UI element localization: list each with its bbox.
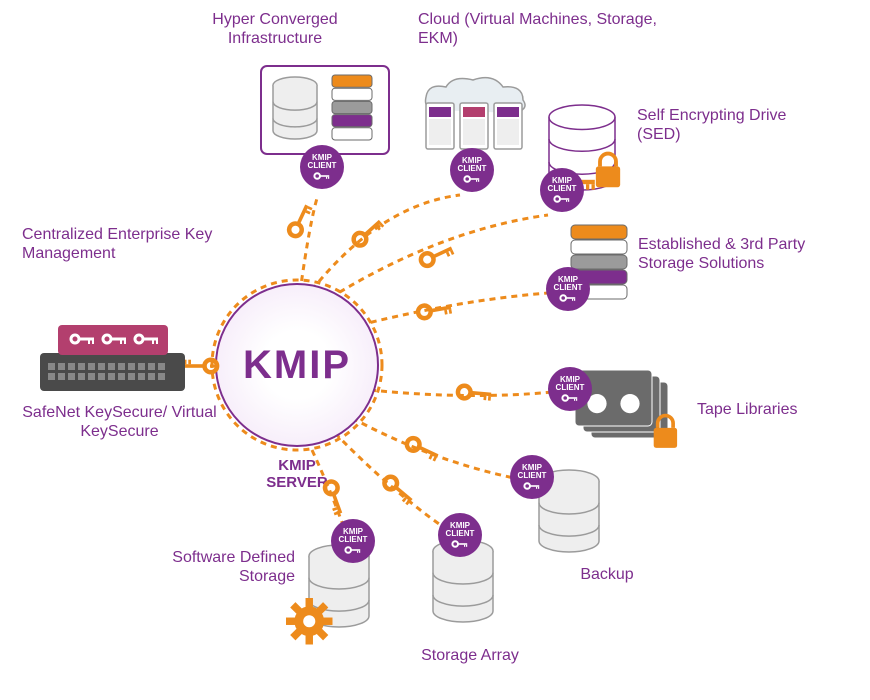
sed-label: Self Encrypting Drive (SED) [637,106,807,144]
kmip-client-badge: KMIPCLIENT [540,168,584,212]
tape-icon [575,370,685,450]
key-icon [182,357,218,375]
hci-label: Hyper Converged Infrastructure [170,10,380,48]
cloud-icon [418,75,533,155]
kmip-client-badge: KMIPCLIENT [510,455,554,499]
kmip-architecture-diagram: KMIPKMIP SERVER KMIPCLIENT Hyper Converg… [0,0,870,700]
center-title: KMIP [243,343,351,388]
keysecure-icon [40,325,185,395]
kmip-client-badge: KMIPCLIENT [546,267,590,311]
keysecure-label2: Centralized Enterprise Key Management [22,225,252,263]
kmip-client-badge: KMIPCLIENT [450,148,494,192]
hci-icon [260,65,390,155]
tape-label: Tape Libraries [697,400,847,419]
kmip-client-badge: KMIPCLIENT [300,145,344,189]
kmip-client-badge: KMIPCLIENT [548,367,592,411]
established-label: Established & 3rd Party Storage Solution… [638,235,838,273]
kmip-client-badge: KMIPCLIENT [438,513,482,557]
key-icon [456,382,493,403]
cloud-label: Cloud (Virtual Machines, Storage, EKM) [418,10,678,48]
backup-label: Backup [547,565,667,584]
array-label: Storage Array [395,646,545,665]
sds-label: Software Defined Storage [125,548,295,586]
kmip-client-badge: KMIPCLIENT [331,519,375,563]
keysecure-label: SafeNet KeySecure/ Virtual KeySecure [22,403,217,441]
kmip-server-circle: KMIP [215,283,379,447]
